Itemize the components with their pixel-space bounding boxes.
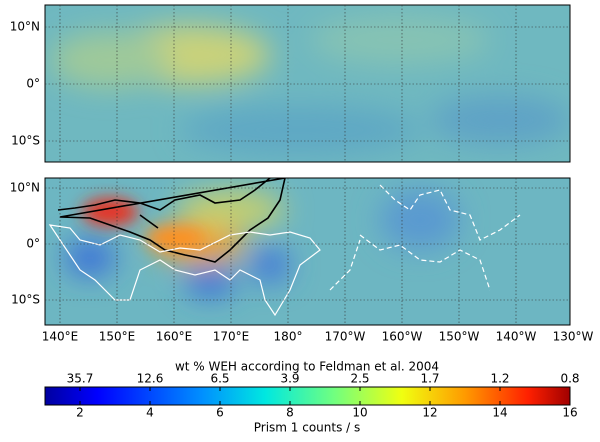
x-tick-label: 170°W	[325, 330, 366, 344]
colorbar-top-label: 3.9	[280, 372, 299, 386]
y-tick-label: 0°	[26, 77, 40, 91]
colorbar-top-label: 6.5	[210, 372, 229, 386]
boundary-outline	[57, 178, 286, 263]
colorbar-tick-label: 16	[562, 406, 577, 420]
colorbar-top-label: 2.5	[350, 372, 369, 386]
colorbar	[44, 386, 571, 406]
dashed-outline	[329, 184, 521, 291]
y-tick-label: 0°	[26, 237, 40, 251]
colorbar-top-label: 35.7	[67, 372, 94, 386]
top-map	[45, 5, 570, 162]
colorbar-top-label: 0.8	[560, 372, 579, 386]
colorbar-tick-label: 4	[146, 406, 154, 420]
y-tick-label: 10°S	[11, 134, 40, 148]
x-tick-label: 150°W	[439, 330, 480, 344]
y-tick-label: 10°S	[11, 293, 40, 307]
bottom-map	[45, 178, 570, 325]
colorbar-tick-label: 2	[76, 406, 84, 420]
x-tick-label: 140°W	[496, 330, 537, 344]
bottom-frame	[44, 177, 571, 326]
y-tick-label: 10°N	[10, 20, 40, 34]
colorbar-label: Prism 1 counts / s	[254, 421, 361, 435]
colorbar-tick-label: 8	[286, 406, 294, 420]
x-tick-label: 140°E	[42, 330, 79, 344]
y-tick-label: 10°N	[10, 181, 40, 195]
x-tick-label: 160°E	[156, 330, 193, 344]
x-tick-label: 150°E	[99, 330, 136, 344]
x-tick-label: 170°E	[213, 330, 250, 344]
colorbar-tick-label: 14	[492, 406, 507, 420]
colorbar-top-label: 12.6	[137, 372, 164, 386]
colorbar-top-label: 1.7	[420, 372, 439, 386]
top-frame	[44, 4, 571, 163]
colorbar-title: wt % WEH according to Feldman et al. 200…	[175, 360, 439, 374]
colorbar-tick-label: 10	[352, 406, 367, 420]
colorbar-tick-label: 6	[216, 406, 224, 420]
colorbar-top-label: 1.2	[490, 372, 509, 386]
colorbar-tick-label: 12	[422, 406, 437, 420]
x-tick-label: 180°	[274, 330, 303, 344]
x-tick-label: 130°W	[553, 330, 594, 344]
x-tick-label: 160°W	[382, 330, 423, 344]
